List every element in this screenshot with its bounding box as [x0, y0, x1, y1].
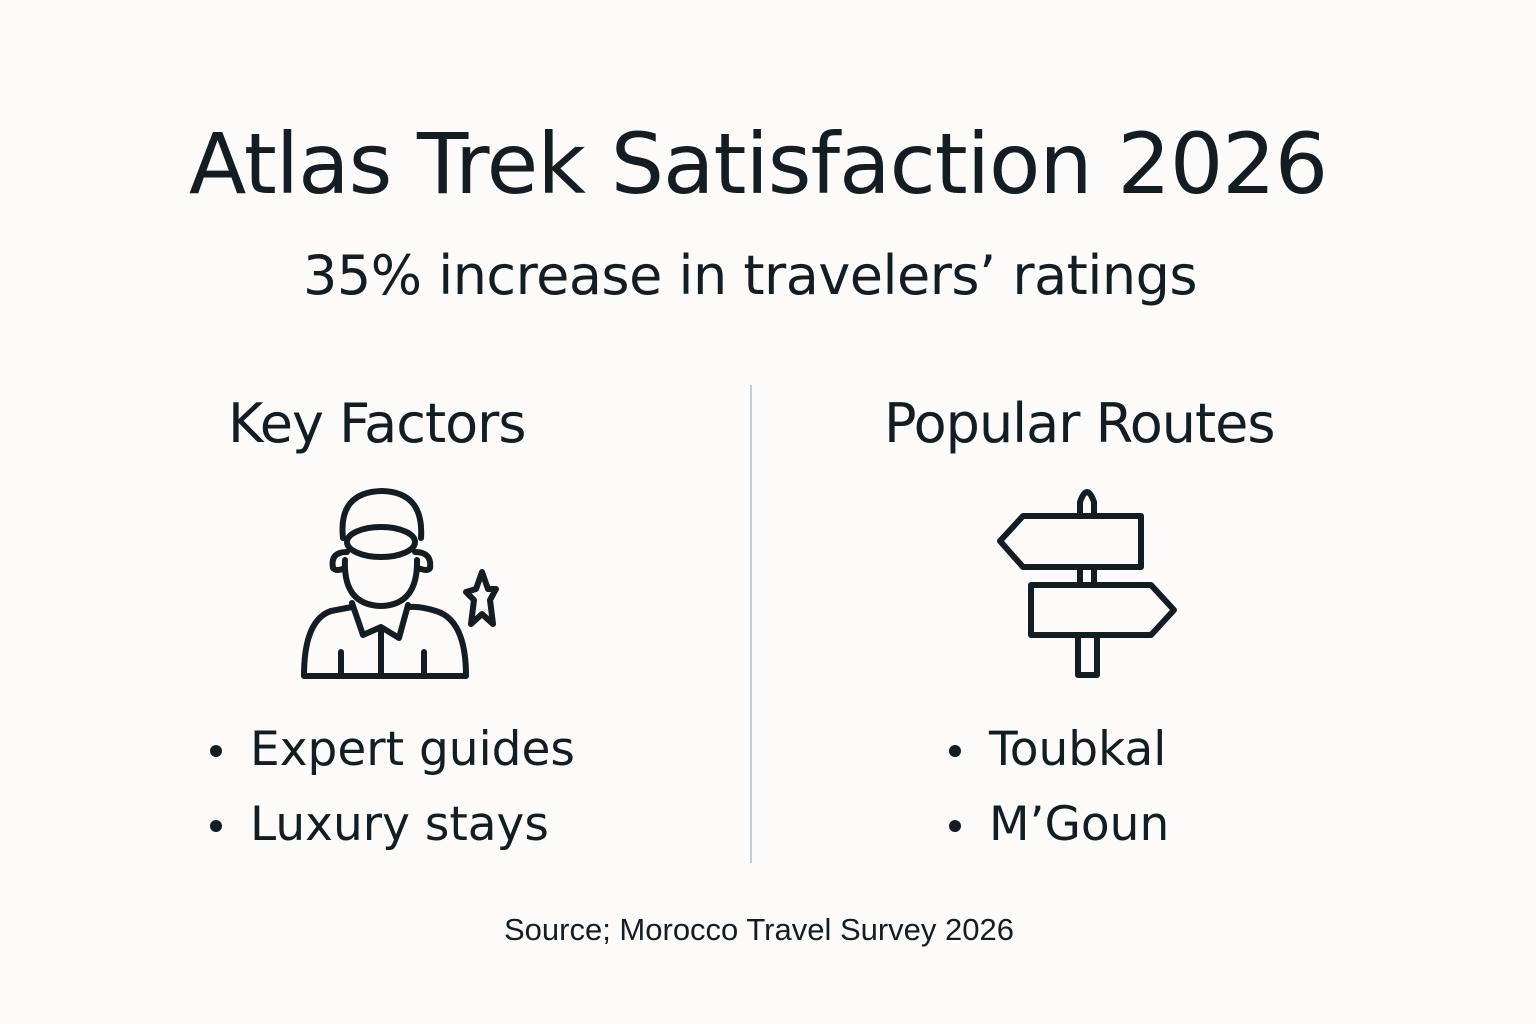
- list-item: Expert guides: [208, 712, 575, 787]
- popular-routes-list: Toubkal M’Goun: [947, 712, 1169, 862]
- list-item: M’Goun: [947, 787, 1169, 862]
- popular-routes-heading: Popular Routes: [884, 392, 1276, 455]
- key-factors-heading: Key Factors: [228, 392, 526, 455]
- subtitle: 35% increase in travelers’ ratings: [303, 244, 1198, 307]
- guide-with-star-icon: [301, 488, 499, 679]
- divider: [750, 385, 752, 863]
- source-note: Source; Morocco Travel Survey 2026: [503, 912, 1015, 947]
- list-item: Toubkal: [947, 712, 1169, 787]
- key-factors-list: Expert guides Luxury stays: [208, 712, 575, 862]
- signpost-icon: [997, 489, 1177, 678]
- page-title: Atlas Trek Satisfaction 2026: [188, 115, 1328, 213]
- list-item: Luxury stays: [208, 787, 575, 862]
